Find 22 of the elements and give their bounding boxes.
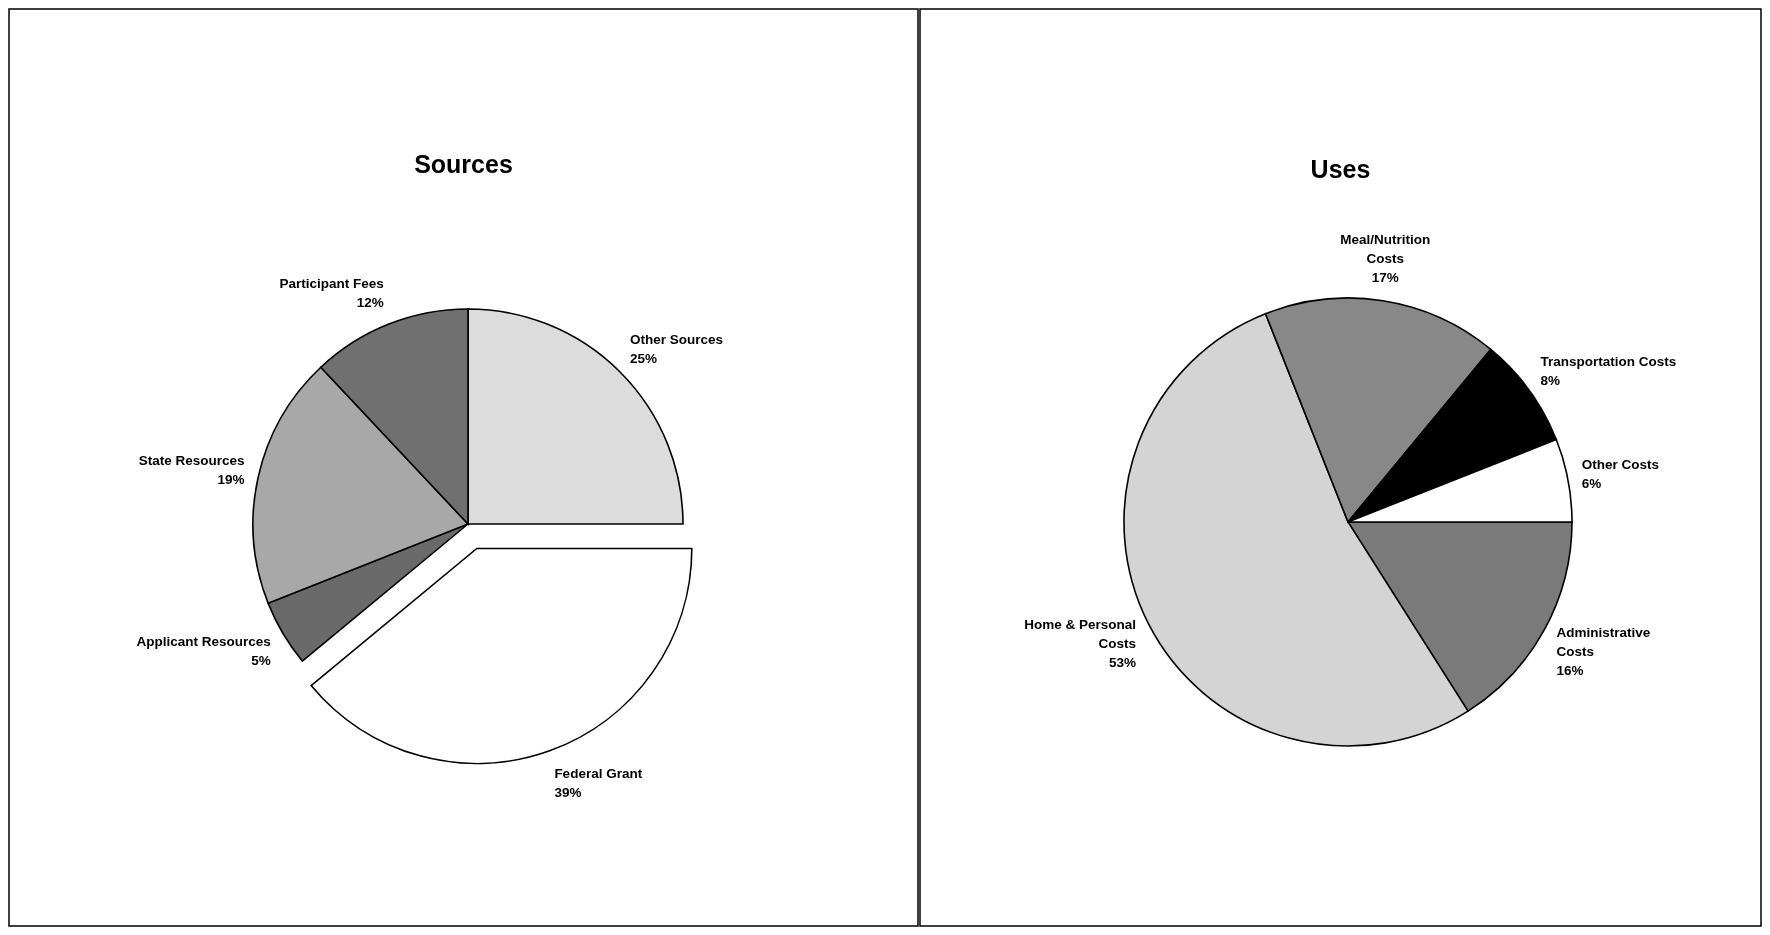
slice-label: Home & Personal Costs	[1024, 617, 1136, 652]
data-label: 8%	[1540, 373, 1561, 389]
slice-label: Applicant Resources	[136, 634, 271, 649]
slice-label: Administrative Costs	[1556, 624, 1651, 659]
data-label: 39%	[554, 784, 582, 800]
chart-title: Uses	[1310, 155, 1371, 183]
slice-label: Participant Fees	[279, 276, 384, 292]
data-label: 5%	[251, 653, 271, 668]
slice-label: State Resources	[138, 453, 245, 469]
slice-label: Meal/Nutrition Costs	[1340, 232, 1431, 267]
data-label: 6%	[1581, 476, 1602, 492]
data-label: 25%	[629, 350, 657, 366]
slice-label: Other Costs	[1581, 457, 1660, 473]
data-label: 53%	[1108, 655, 1136, 671]
data-label: 17%	[1371, 270, 1399, 286]
chart-title: Sources	[414, 150, 513, 178]
slice-label: Transportation Costs	[1540, 354, 1677, 370]
data-label: 16%	[1556, 662, 1584, 678]
slice-label: Federal Grant	[554, 765, 643, 781]
data-label: 12%	[356, 295, 384, 311]
slice-label: Other Sources	[629, 331, 723, 347]
data-label: 19%	[217, 472, 245, 488]
